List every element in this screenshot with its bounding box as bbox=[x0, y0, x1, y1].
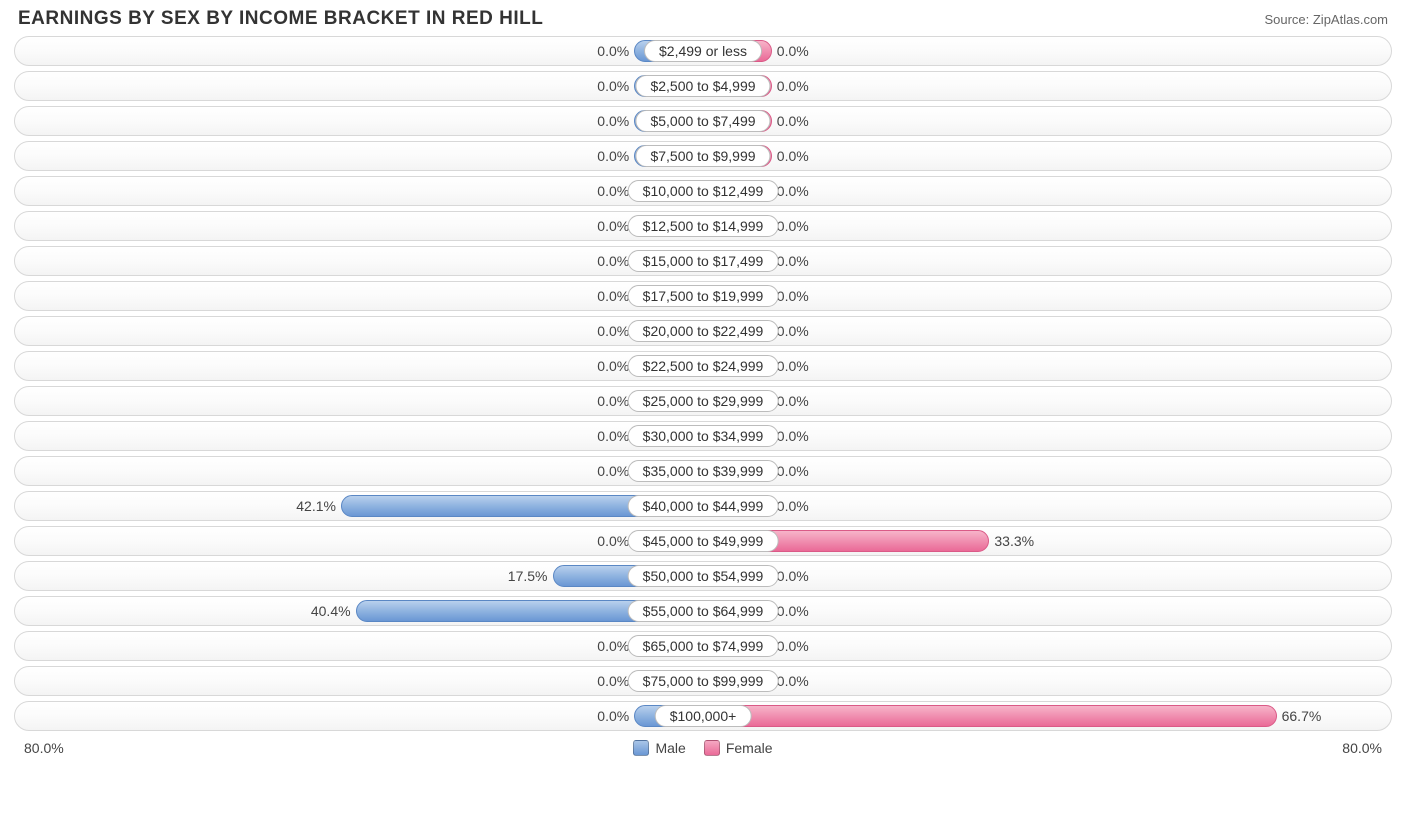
male-value-label: 0.0% bbox=[597, 358, 629, 374]
category-label: $50,000 to $54,999 bbox=[628, 565, 779, 587]
chart-title: EARNINGS BY SEX BY INCOME BRACKET IN RED… bbox=[18, 8, 543, 30]
source-label: Source: ZipAtlas.com bbox=[1264, 12, 1388, 27]
category-label: $22,500 to $24,999 bbox=[628, 355, 779, 377]
male-value-label: 0.0% bbox=[597, 253, 629, 269]
chart-row: 0.0% 0.0%$22,500 to $24,999 bbox=[14, 351, 1392, 381]
male-value-label: 0.0% bbox=[597, 393, 629, 409]
male-value-label: 42.1% bbox=[296, 498, 336, 514]
female-value-label: 0.0% bbox=[777, 113, 809, 129]
female-value-label: 0.0% bbox=[777, 638, 809, 654]
female-value-label: 33.3% bbox=[994, 533, 1034, 549]
category-label: $100,000+ bbox=[655, 705, 752, 727]
male-value-label: 0.0% bbox=[597, 78, 629, 94]
female-value-label: 0.0% bbox=[777, 358, 809, 374]
category-label: $45,000 to $49,999 bbox=[628, 530, 779, 552]
female-swatch-icon bbox=[704, 740, 720, 756]
male-value-label: 0.0% bbox=[597, 673, 629, 689]
female-value-label: 0.0% bbox=[777, 603, 809, 619]
legend-female-label: Female bbox=[726, 740, 773, 756]
chart-row: 0.0% 0.0% $7,500 to $9,999 bbox=[14, 141, 1392, 171]
category-label: $10,000 to $12,499 bbox=[628, 180, 779, 202]
female-value-label: 0.0% bbox=[777, 463, 809, 479]
male-value-label: 17.5% bbox=[508, 568, 548, 584]
category-label: $12,500 to $14,999 bbox=[628, 215, 779, 237]
female-value-label: 0.0% bbox=[777, 498, 809, 514]
male-value-label: 0.0% bbox=[597, 43, 629, 59]
legend-male-label: Male bbox=[655, 740, 685, 756]
male-value-label: 0.0% bbox=[597, 638, 629, 654]
chart-row: 0.0% 0.0%$17,500 to $19,999 bbox=[14, 281, 1392, 311]
category-label: $30,000 to $34,999 bbox=[628, 425, 779, 447]
female-value-label: 0.0% bbox=[777, 673, 809, 689]
male-value-label: 0.0% bbox=[597, 708, 629, 724]
category-label: $55,000 to $64,999 bbox=[628, 600, 779, 622]
category-label: $15,000 to $17,499 bbox=[628, 250, 779, 272]
female-value-label: 0.0% bbox=[777, 568, 809, 584]
male-value-label: 0.0% bbox=[597, 463, 629, 479]
diverging-bar-chart: 0.0% 0.0% $2,499 or less 0.0% 0.0% $2,500 to … bbox=[0, 34, 1406, 731]
female-value-label: 0.0% bbox=[777, 323, 809, 339]
female-value-label: 0.0% bbox=[777, 78, 809, 94]
male-value-label: 0.0% bbox=[597, 428, 629, 444]
category-label: $2,499 or less bbox=[644, 40, 762, 62]
chart-row: 0.0% 0.0%$30,000 to $34,999 bbox=[14, 421, 1392, 451]
female-value-label: 0.0% bbox=[777, 288, 809, 304]
category-label: $75,000 to $99,999 bbox=[628, 670, 779, 692]
chart-row: 42.1% 0.0%$40,000 to $44,999 bbox=[14, 491, 1392, 521]
male-value-label: 0.0% bbox=[597, 148, 629, 164]
male-value-label: 0.0% bbox=[597, 113, 629, 129]
chart-footer: 80.0% Male Female 80.0% bbox=[0, 736, 1406, 756]
chart-row: 0.0% 0.0%$10,000 to $12,499 bbox=[14, 176, 1392, 206]
female-value-label: 0.0% bbox=[777, 393, 809, 409]
male-value-label: 0.0% bbox=[597, 218, 629, 234]
female-bar: 66.7% bbox=[703, 705, 1277, 727]
category-label: $65,000 to $74,999 bbox=[628, 635, 779, 657]
chart-row: 17.5% 0.0%$50,000 to $54,999 bbox=[14, 561, 1392, 591]
female-value-label: 0.0% bbox=[777, 148, 809, 164]
chart-row: 0.0% 0.0%$15,000 to $17,499 bbox=[14, 246, 1392, 276]
chart-row: 0.0%66.7%$100,000+ bbox=[14, 701, 1392, 731]
category-label: $17,500 to $19,999 bbox=[628, 285, 779, 307]
legend: Male Female bbox=[633, 740, 772, 756]
category-label: $20,000 to $22,499 bbox=[628, 320, 779, 342]
male-value-label: 0.0% bbox=[597, 323, 629, 339]
category-label: $2,500 to $4,999 bbox=[635, 75, 770, 97]
axis-max-left: 80.0% bbox=[24, 740, 64, 756]
chart-row: 0.0% 0.0%$20,000 to $22,499 bbox=[14, 316, 1392, 346]
chart-row: 0.0% 33.3% $45,000 to $49,999 bbox=[14, 526, 1392, 556]
axis-max-right: 80.0% bbox=[1342, 740, 1382, 756]
chart-row: 40.4% 0.0%$55,000 to $64,999 bbox=[14, 596, 1392, 626]
chart-row: 0.0% 0.0%$25,000 to $29,999 bbox=[14, 386, 1392, 416]
category-label: $5,000 to $7,499 bbox=[635, 110, 770, 132]
legend-item-female: Female bbox=[704, 740, 773, 756]
legend-item-male: Male bbox=[633, 740, 685, 756]
male-value-label: 0.0% bbox=[597, 183, 629, 199]
category-label: $40,000 to $44,999 bbox=[628, 495, 779, 517]
chart-row: 0.0% 0.0% $2,499 or less bbox=[14, 36, 1392, 66]
chart-row: 0.0% 0.0%$12,500 to $14,999 bbox=[14, 211, 1392, 241]
category-label: $7,500 to $9,999 bbox=[635, 145, 770, 167]
male-value-label: 0.0% bbox=[597, 533, 629, 549]
chart-row: 0.0% 0.0%$35,000 to $39,999 bbox=[14, 456, 1392, 486]
female-value-label: 0.0% bbox=[777, 218, 809, 234]
chart-row: 0.0% 0.0%$75,000 to $99,999 bbox=[14, 666, 1392, 696]
chart-row: 0.0% 0.0%$65,000 to $74,999 bbox=[14, 631, 1392, 661]
chart-row: 0.0% 0.0% $5,000 to $7,499 bbox=[14, 106, 1392, 136]
male-value-label: 0.0% bbox=[597, 288, 629, 304]
female-value-label: 0.0% bbox=[777, 428, 809, 444]
female-value-label: 66.7% bbox=[1282, 708, 1322, 724]
chart-row: 0.0% 0.0% $2,500 to $4,999 bbox=[14, 71, 1392, 101]
female-value-label: 0.0% bbox=[777, 43, 809, 59]
category-label: $35,000 to $39,999 bbox=[628, 460, 779, 482]
female-value-label: 0.0% bbox=[777, 253, 809, 269]
header: EARNINGS BY SEX BY INCOME BRACKET IN RED… bbox=[0, 0, 1406, 34]
category-label: $25,000 to $29,999 bbox=[628, 390, 779, 412]
male-value-label: 40.4% bbox=[311, 603, 351, 619]
female-value-label: 0.0% bbox=[777, 183, 809, 199]
male-swatch-icon bbox=[633, 740, 649, 756]
